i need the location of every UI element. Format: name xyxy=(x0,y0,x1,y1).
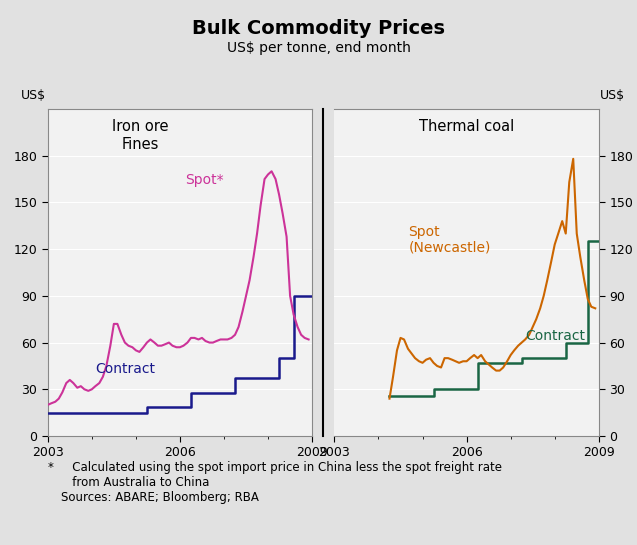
Text: Contract: Contract xyxy=(96,361,155,376)
Text: Iron ore
Fines: Iron ore Fines xyxy=(112,119,169,153)
Text: US$: US$ xyxy=(600,89,626,102)
Text: US$: US$ xyxy=(21,89,47,102)
Text: Calculated using the spot import price in China less the spot freight rate
   fr: Calculated using the spot import price i… xyxy=(61,461,501,504)
Text: *: * xyxy=(48,461,54,474)
Text: Spot
(Newcastle): Spot (Newcastle) xyxy=(408,225,491,255)
Text: Spot*: Spot* xyxy=(185,173,224,187)
Text: Thermal coal: Thermal coal xyxy=(419,119,514,134)
Text: Contract: Contract xyxy=(525,329,585,343)
Text: Bulk Commodity Prices: Bulk Commodity Prices xyxy=(192,19,445,38)
Text: US$ per tonne, end month: US$ per tonne, end month xyxy=(227,41,410,55)
